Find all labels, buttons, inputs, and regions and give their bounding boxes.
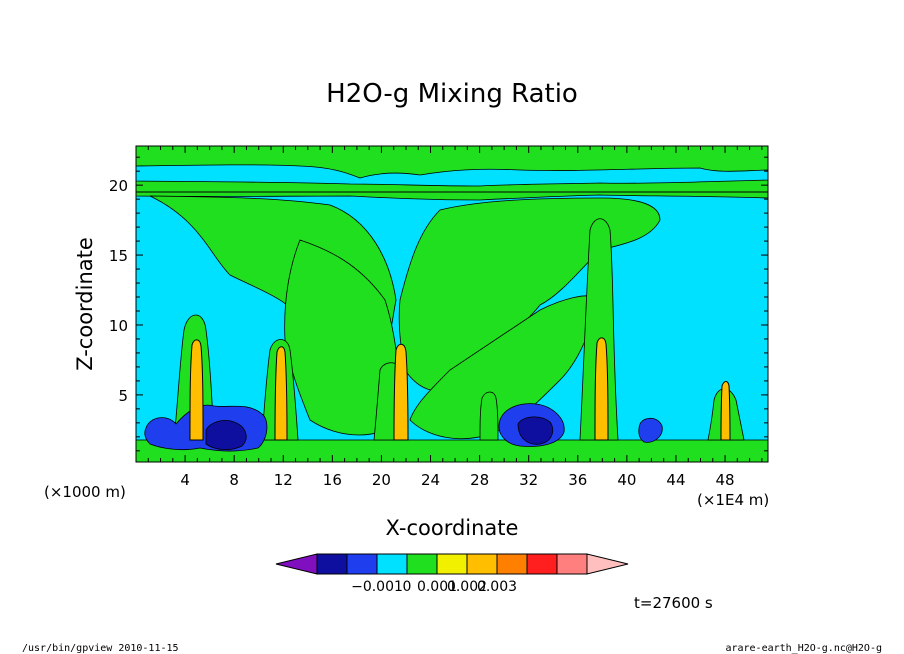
colorbar-label: 0 <box>403 579 412 595</box>
chart-title: H2O-g Mixing Ratio <box>326 79 578 109</box>
colorbar-swatch <box>316 553 348 575</box>
core-21 <box>393 343 409 441</box>
x-unit-left: (×1000 m) <box>44 483 126 501</box>
x-tick-label: 44 <box>666 471 685 489</box>
core-37 <box>594 337 609 441</box>
colorbar-over <box>586 553 629 575</box>
x-tick-label: 8 <box>229 471 239 489</box>
y-tick-label: 20 <box>109 177 128 195</box>
colorbar-swatch <box>346 553 378 575</box>
x-tick-label: 20 <box>372 471 391 489</box>
x-axis: 4 8 12 16 20 24 28 32 36 40 44 48 <box>147 146 763 489</box>
colorbar-label: 0.001 <box>417 579 457 595</box>
footer-left: /usr/bin/gpview 2010-11-15 <box>22 643 179 654</box>
core-48 <box>720 381 731 441</box>
core-12 <box>274 346 288 441</box>
x-unit-right: (×1E4 m) <box>697 491 769 509</box>
x-tick-label: 12 <box>274 471 293 489</box>
pool-small <box>638 417 663 443</box>
colorbar-label: 0.002 <box>447 579 487 595</box>
tower-28 <box>479 391 499 441</box>
pool-center-dark <box>517 416 554 445</box>
colorbar-swatch <box>526 553 558 575</box>
x-tick-label: 32 <box>519 471 538 489</box>
pool-left-dark <box>205 420 247 450</box>
colorbar-swatch <box>466 553 498 575</box>
y-tick-label: 5 <box>118 387 128 405</box>
x-axis-label: X-coordinate <box>386 516 519 540</box>
x-tick-label: 48 <box>716 471 735 489</box>
time-label: t=27600 s <box>634 594 713 612</box>
colorbar-label: −0.001 <box>351 579 403 595</box>
footer-right: arare-earth_H2O-g.nc@H2O-g <box>725 643 882 654</box>
core-4 <box>189 339 204 441</box>
y-tick-label: 15 <box>109 247 128 265</box>
y-tick-label: 10 <box>109 317 128 335</box>
colorbar-under <box>275 553 318 575</box>
x-tick-label: 24 <box>421 471 440 489</box>
tower-37 <box>579 218 619 441</box>
y-axis: 5 10 15 20 <box>109 156 768 452</box>
colorbar-swatch <box>376 553 408 575</box>
colorbar-label: 0.003 <box>477 579 517 595</box>
strat-cyan-strip <box>136 164 768 187</box>
strong-negative <box>205 416 554 450</box>
colorbar-swatch <box>406 553 438 575</box>
x-tick-label: 28 <box>470 471 489 489</box>
convective-cores <box>189 337 731 441</box>
x-tick-label: 16 <box>323 471 342 489</box>
x-tick-label: 36 <box>568 471 587 489</box>
positive-regions <box>136 146 768 462</box>
y-axis-label: Z-coordinate <box>73 237 97 371</box>
colorbar-swatch <box>556 553 588 575</box>
outflow-core <box>284 239 403 436</box>
x-tick-label: 40 <box>617 471 636 489</box>
contour-field <box>136 146 768 462</box>
colorbar-swatch <box>436 553 468 575</box>
x-tick-label: 4 <box>180 471 190 489</box>
plot-frame <box>135 145 769 463</box>
colorbar-swatch <box>496 553 528 575</box>
